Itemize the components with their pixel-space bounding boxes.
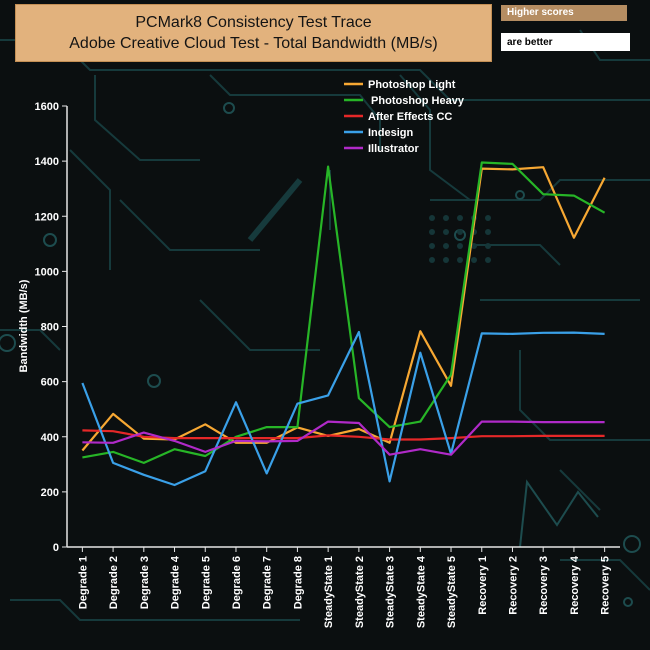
circuit-trace	[430, 179, 650, 201]
circuit-dot	[443, 257, 449, 263]
x-tick-label: Recovery 3	[538, 556, 550, 615]
chart-title: PCMark8 Consistency Test Trace	[135, 14, 372, 31]
y-tick-label: 0	[53, 542, 59, 554]
x-tick-label: Degrade 6	[231, 556, 243, 609]
circuit-dot	[457, 215, 463, 221]
y-tick-label: 800	[41, 322, 59, 334]
x-tick-label: Degrade 2	[108, 556, 120, 609]
y-tick-label: 200	[41, 487, 59, 499]
series-line-illustrator	[82, 420, 605, 456]
circuit-node	[147, 374, 161, 388]
circuit-trace	[69, 149, 111, 270]
x-tick-label: Recovery 2	[507, 556, 519, 615]
circuit-trace	[199, 299, 320, 351]
x-tick-label: SteadyState 1	[323, 556, 335, 628]
series-line-photoshop-heavy	[82, 161, 606, 464]
circuit-dot	[429, 257, 435, 263]
x-tick-label: Degrade 4	[170, 555, 182, 609]
circuit-trace	[470, 244, 561, 266]
note-higher-scores: Higher scores	[501, 5, 627, 21]
circuit-dot	[429, 215, 435, 221]
note-are-better: are better	[501, 33, 630, 51]
series-line-indesign	[81, 330, 605, 487]
series-line-after-effects-cc	[82, 429, 605, 441]
circuit-dot	[443, 229, 449, 235]
y-tick-label: 400	[41, 432, 59, 444]
circuit-dot	[429, 229, 435, 235]
y-tick-label: 600	[41, 377, 59, 389]
circuit-trace	[119, 199, 260, 251]
x-tick-label: Degrade 7	[262, 556, 274, 609]
circuit-trace	[209, 74, 381, 150]
y-tick-label: 1400	[35, 156, 59, 168]
circuit-trace	[10, 599, 300, 621]
x-tick-label: SteadyState 2	[354, 556, 366, 628]
circuit-dot	[471, 243, 477, 249]
circuit-dot	[485, 243, 491, 249]
legend-label-indesign: Indesign	[368, 127, 414, 139]
x-tick-label: Degrade 5	[200, 556, 212, 609]
y-tick-label: 1600	[35, 101, 59, 113]
legend-label-after-effects-cc: After Effects CC	[368, 111, 452, 123]
circuit-dot	[485, 215, 491, 221]
circuit-dot	[457, 229, 463, 235]
circuit-trace	[0, 329, 61, 351]
series-layer	[81, 161, 606, 487]
circuit-node	[43, 233, 57, 247]
circuit-node	[223, 102, 235, 114]
x-tick-label: Degrade 1	[77, 556, 89, 609]
x-tick-label: Degrade 8	[292, 556, 304, 609]
y-tick-label: 1000	[35, 266, 59, 278]
circuit-dot	[471, 257, 477, 263]
y-ticks: 0 200 400 600 800 1000 1200 1400 1600	[35, 101, 67, 554]
x-ticks: Degrade 1 Degrade 2 Degrade 3 Degrade 4 Degr…	[77, 547, 612, 628]
circuit-node	[0, 334, 16, 352]
x-tick-label: Recovery 5	[600, 556, 612, 615]
circuit-trace	[94, 75, 200, 161]
circuit-dot	[443, 215, 449, 221]
circuit-node	[623, 535, 641, 553]
circuit-trace	[559, 469, 601, 511]
y-tick-label: 1200	[35, 211, 59, 223]
circuit-dot	[485, 257, 491, 263]
circuit-trace	[399, 74, 471, 201]
legend-label-photoshop-light: Photoshop Light	[368, 79, 456, 91]
circuit-trace	[519, 350, 650, 441]
circuit-trace	[247, 178, 303, 242]
chart-subtitle: Adobe Creative Cloud Test - Total Bandwi…	[69, 35, 438, 52]
x-tick-label: Recovery 4	[569, 555, 581, 615]
y-axis-label: Bandwidth (MB/s)	[18, 279, 30, 372]
legend-label-photoshop-heavy: Photoshop Heavy	[368, 95, 465, 107]
circuit-trace	[560, 559, 650, 591]
x-tick-label: SteadyState 4	[415, 555, 427, 628]
circuit-dot	[485, 229, 491, 235]
x-tick-label: Degrade 3	[139, 556, 151, 609]
circuit-node	[623, 597, 633, 607]
legend-label-illustrator: Illustrator	[368, 143, 419, 155]
legend: Photoshop Light Photoshop Heavy After Eff…	[344, 79, 465, 155]
x-tick-label: SteadyState 3	[385, 556, 397, 628]
circuit-trace	[519, 479, 599, 548]
circuit-dot	[457, 257, 463, 263]
chart-title-box: PCMark8 Consistency Test Trace Adobe Cre…	[15, 4, 492, 62]
circuit-dot	[429, 243, 435, 249]
x-tick-label: SteadyState 5	[446, 556, 458, 628]
circuit-dot	[457, 243, 463, 249]
circuit-dot	[443, 243, 449, 249]
circuit-node	[515, 190, 525, 200]
x-tick-label: Recovery 1	[477, 556, 489, 615]
